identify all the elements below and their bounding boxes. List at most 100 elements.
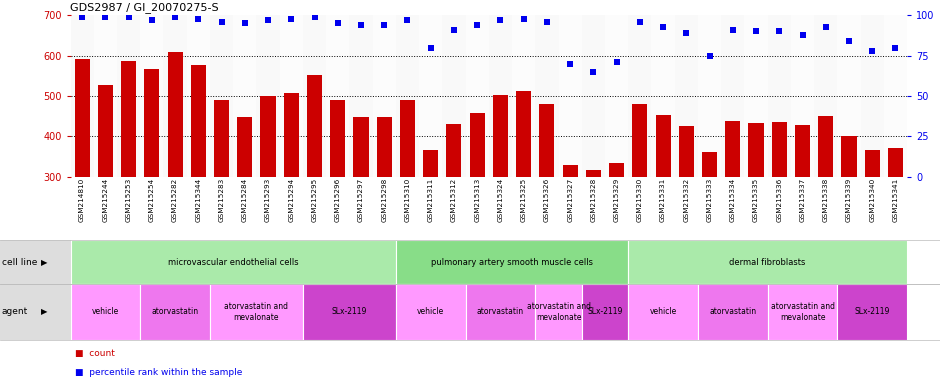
Text: ■  percentile rank within the sample: ■ percentile rank within the sample [75,369,243,377]
Bar [726,121,741,177]
Text: atorvastatin and
mevalonate: atorvastatin and mevalonate [225,302,289,322]
Bar [423,151,438,177]
Bar [535,15,558,177]
Bar [191,65,206,177]
Bar [609,163,624,177]
Text: dermal fibroblasts: dermal fibroblasts [729,258,806,266]
Point [841,38,856,44]
Bar [838,15,861,177]
Bar [446,124,462,177]
Bar [377,117,392,177]
Bar [210,15,233,177]
Text: SLx-2119: SLx-2119 [854,308,890,316]
Bar [303,15,326,177]
Point [121,14,136,20]
Point [98,14,113,20]
Bar [372,15,396,177]
Bar [679,126,694,177]
Bar [260,96,275,177]
Point [423,45,438,51]
Text: vehicle: vehicle [417,308,445,316]
Bar [70,15,94,177]
Point [818,23,833,30]
Bar [94,15,117,177]
Bar [307,74,322,177]
Bar [702,152,717,177]
Bar [768,15,791,177]
Bar [350,15,372,177]
Bar [814,15,838,177]
Point [655,23,670,30]
Bar [353,117,368,177]
Bar [651,15,675,177]
Bar [540,104,555,177]
Point [145,17,160,23]
Point [865,48,880,54]
Bar [117,15,140,177]
Bar [330,101,345,177]
Bar [558,15,582,177]
Bar [655,115,670,177]
Text: vehicle: vehicle [650,308,677,316]
Text: atorvastatin and
mevalonate: atorvastatin and mevalonate [526,302,590,322]
Text: ▶: ▶ [41,308,48,316]
Text: vehicle: vehicle [92,308,119,316]
Bar [98,85,113,177]
Bar [791,15,814,177]
Bar [233,15,257,177]
Bar [582,15,605,177]
Point [679,30,694,36]
Bar [470,113,485,177]
Text: GDS2987 / GI_20070275-S: GDS2987 / GI_20070275-S [70,2,219,13]
Bar [888,149,903,177]
Text: SLx-2119: SLx-2119 [588,308,622,316]
Text: atorvastatin: atorvastatin [710,308,757,316]
Bar [284,93,299,177]
Bar [419,15,443,177]
Text: ▶: ▶ [41,258,48,266]
Bar [772,122,787,177]
Bar [257,15,280,177]
Bar [748,123,763,177]
Bar [140,15,164,177]
Bar [884,15,907,177]
Point [446,27,462,33]
Bar [280,15,303,177]
Point [586,69,601,75]
Bar [465,15,489,177]
Point [260,17,275,23]
Text: SLx-2119: SLx-2119 [332,308,367,316]
Bar [443,15,465,177]
Point [330,20,345,26]
Text: atorvastatin and
mevalonate: atorvastatin and mevalonate [771,302,835,322]
Bar [74,58,89,177]
Point [540,19,555,25]
Text: cell line: cell line [2,258,38,266]
Bar [167,52,182,177]
Point [307,14,322,20]
Bar [721,15,744,177]
Text: atorvastatin: atorvastatin [151,308,198,316]
Point [400,17,415,23]
Point [191,15,206,22]
Point [214,19,229,25]
Point [470,22,485,28]
Bar [605,15,628,177]
Bar [512,15,535,177]
Bar [795,126,810,177]
Point [237,20,252,26]
Bar [562,166,578,177]
Bar [516,91,531,177]
Text: pulmonary artery smooth muscle cells: pulmonary artery smooth muscle cells [431,258,593,266]
Point [167,14,182,20]
Point [493,17,508,23]
Point [353,22,368,28]
Bar [633,104,648,177]
Bar [818,116,834,177]
Point [888,45,903,51]
Text: ■  count: ■ count [75,349,115,358]
Point [563,61,578,67]
Bar [144,69,160,177]
Bar [675,15,697,177]
Bar [493,95,508,177]
